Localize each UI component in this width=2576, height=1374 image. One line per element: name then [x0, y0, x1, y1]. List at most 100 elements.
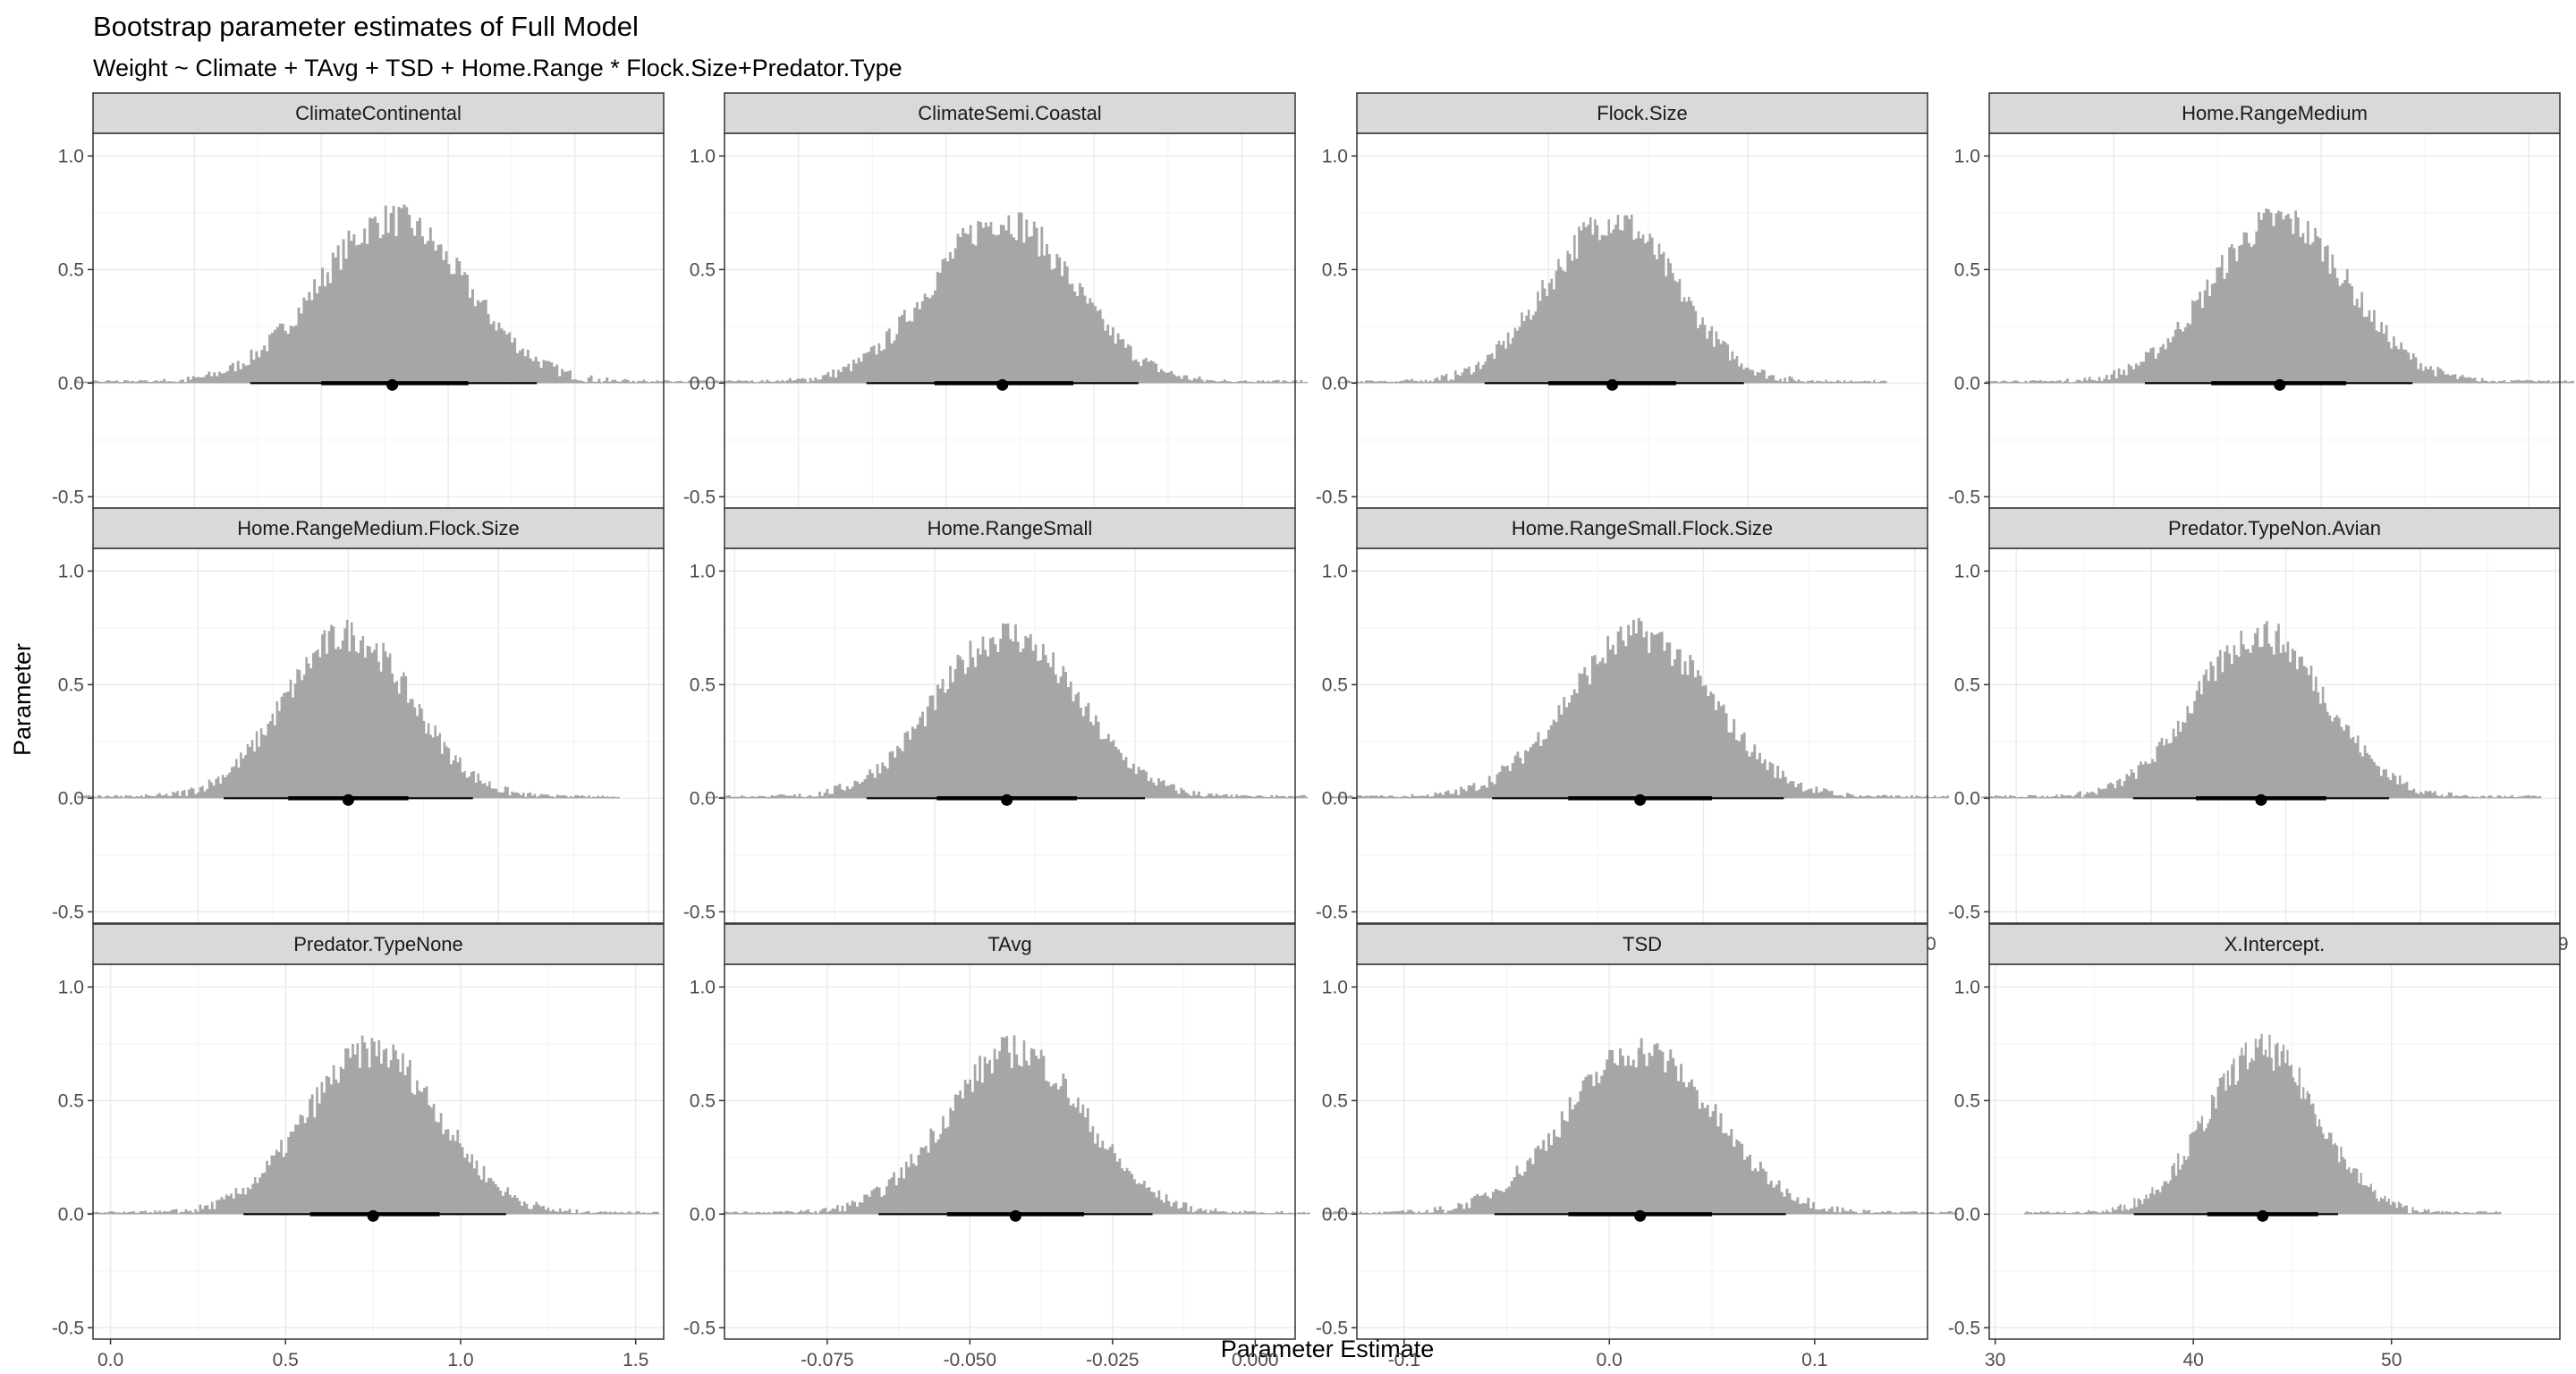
point-estimate — [2257, 1209, 2269, 1222]
facet-panels: ClimateContinental1.00.50.0-0.51.52.02.5… — [52, 92, 2574, 1370]
y-tick-label: 1.0 — [1954, 977, 1980, 997]
chart-title: Bootstrap parameter estimates of Full Mo… — [93, 11, 639, 42]
y-tick-label: -0.5 — [52, 1318, 84, 1338]
facet-home-rangemedium-flock-size: Home.RangeMedium.Flock.Size 1.0 0.5 0.0 -0.5… — [52, 507, 665, 954]
histogram-bars — [87, 1035, 659, 1215]
point-estimate — [1634, 793, 1647, 806]
y-tick-label: 0.0 — [1322, 1204, 1348, 1225]
x-tick-label: 0.000 — [1232, 1350, 1279, 1370]
y-tick-label: 0.0 — [58, 1204, 84, 1225]
x-tick-label: -0.1 — [1388, 1350, 1420, 1370]
y-tick-label: 1.0 — [1322, 146, 1348, 166]
y-tick-label: 0.5 — [58, 674, 84, 695]
histogram-bars — [2023, 1033, 2502, 1215]
facet-strip — [1988, 92, 2561, 134]
facet-label: Home.RangeMedium — [2182, 102, 2368, 124]
y-tick-label: -0.5 — [1316, 1318, 1348, 1338]
facet-tavg: TAvg 1.0 0.5 0.0 -0.5 -0.075 -0.050 -0.025 0.000 — [683, 923, 1310, 1370]
x-tick-label: 1.0 — [447, 1350, 473, 1370]
histogram-bars — [1331, 617, 1950, 799]
facet-label: X.Intercept. — [2224, 933, 2326, 955]
y-tick-label: -0.5 — [52, 487, 84, 507]
facet-strip — [724, 92, 1296, 134]
y-tick-label: 0.5 — [690, 259, 716, 280]
y-tick-label: 1.0 — [1322, 561, 1348, 581]
y-tick-label: 0.5 — [1954, 1090, 1980, 1111]
x-tick-label: 0.5 — [273, 1350, 299, 1370]
point-estimate — [1009, 1209, 1021, 1222]
y-tick-label: 0.5 — [1322, 259, 1348, 280]
y-tick-label: -0.5 — [1948, 487, 1980, 507]
y-tick-label: 1.0 — [1954, 146, 1980, 166]
point-estimate — [1606, 378, 1619, 391]
facet-climatesemi-coastal: ClimateSemi.Coastal1.00.50.0-0.5-1.5-1.0… — [683, 92, 1308, 539]
facet-strip — [1356, 92, 1928, 134]
y-tick-label: 0.0 — [1954, 1204, 1980, 1225]
y-tick-label: 1.0 — [690, 146, 716, 166]
y-tick-label: -0.5 — [683, 1318, 716, 1338]
facet-strip — [1356, 923, 1928, 965]
y-tick-label: 0.5 — [1322, 674, 1348, 695]
y-tick-label: 0.0 — [690, 1204, 716, 1225]
y-tick-label: 1.0 — [58, 977, 84, 997]
facet-climatecontinental: ClimateContinental1.00.50.0-0.51.52.02.5… — [52, 92, 709, 539]
facet-strip — [92, 507, 665, 549]
x-tick-label: -0.050 — [944, 1350, 997, 1370]
y-tick-label: 0.5 — [58, 259, 84, 280]
y-tick-label: 0.0 — [1322, 373, 1348, 394]
y-tick-label: 0.0 — [690, 788, 716, 809]
y-tick-label: 0.5 — [1954, 674, 1980, 695]
x-axis-label: Parameter Estimate — [1221, 1336, 1435, 1362]
facet-tsd: TSD 1.0 0.5 0.0 -0.5 -0.1 0.0 0.1 — [1316, 923, 1958, 1370]
point-estimate — [2255, 793, 2267, 806]
y-tick-label: 0.5 — [1954, 259, 1980, 280]
y-tick-label: 0.0 — [1954, 788, 1980, 809]
y-tick-label: 1.0 — [1954, 561, 1980, 581]
y-tick-label: 0.0 — [58, 373, 84, 394]
y-tick-label: -0.5 — [1948, 902, 1980, 922]
facet-label: Predator.TypeNon.Avian — [2168, 517, 2381, 539]
facet-strip — [724, 923, 1296, 965]
y-tick-label: 0.5 — [690, 1090, 716, 1111]
facet-strip — [1988, 507, 2561, 549]
facet-strip — [92, 92, 665, 134]
y-tick-label: 0.5 — [58, 1090, 84, 1111]
facet-strip — [1356, 507, 1928, 549]
histogram-bars — [1337, 214, 1887, 384]
facet-label: Home.RangeSmall.Flock.Size — [1512, 517, 1773, 539]
facet-home-rangesmall-flock-size: Home.RangeSmall.Flock.Size1.00.50.0-0.5-… — [1316, 507, 1950, 954]
point-estimate — [1001, 793, 1013, 806]
x-tick-label: 50 — [2381, 1350, 2402, 1370]
y-tick-label: -0.5 — [683, 902, 716, 922]
y-tick-label: 0.0 — [690, 373, 716, 394]
facet-predator-typenon-avian: Predator.TypeNon.Avian1.00.50.0-0.5-0.30… — [1948, 507, 2569, 954]
point-estimate — [996, 378, 1009, 391]
y-tick-label: 1.0 — [58, 146, 84, 166]
facet-label: Home.RangeSmall — [928, 517, 1093, 539]
x-tick-label: 0.0 — [1597, 1350, 1623, 1370]
facet-label: Flock.Size — [1597, 102, 1687, 124]
y-tick-label: -0.5 — [1316, 487, 1348, 507]
histogram-bars — [721, 1035, 1310, 1215]
y-tick-label: -0.5 — [683, 487, 716, 507]
x-tick-label: 30 — [1985, 1350, 2005, 1370]
histogram-bars — [705, 623, 1309, 799]
point-estimate — [1634, 1209, 1647, 1222]
x-tick-label: -0.025 — [1086, 1350, 1140, 1370]
point-estimate — [2274, 378, 2286, 391]
histogram-bars — [1985, 208, 2574, 384]
histogram-bars — [1322, 1038, 1958, 1215]
y-tick-label: 1.0 — [58, 561, 84, 581]
facet-label: TSD — [1623, 933, 1662, 955]
facet-label: TAvg — [987, 933, 1031, 955]
x-tick-label: 40 — [2182, 1350, 2203, 1370]
facet-strip — [1988, 923, 2561, 965]
histogram-bars — [1980, 621, 2542, 799]
x-tick-label: -0.075 — [801, 1350, 854, 1370]
facet-label: ClimateContinental — [295, 102, 462, 124]
point-estimate — [386, 378, 399, 391]
y-tick-label: -0.5 — [1316, 902, 1348, 922]
